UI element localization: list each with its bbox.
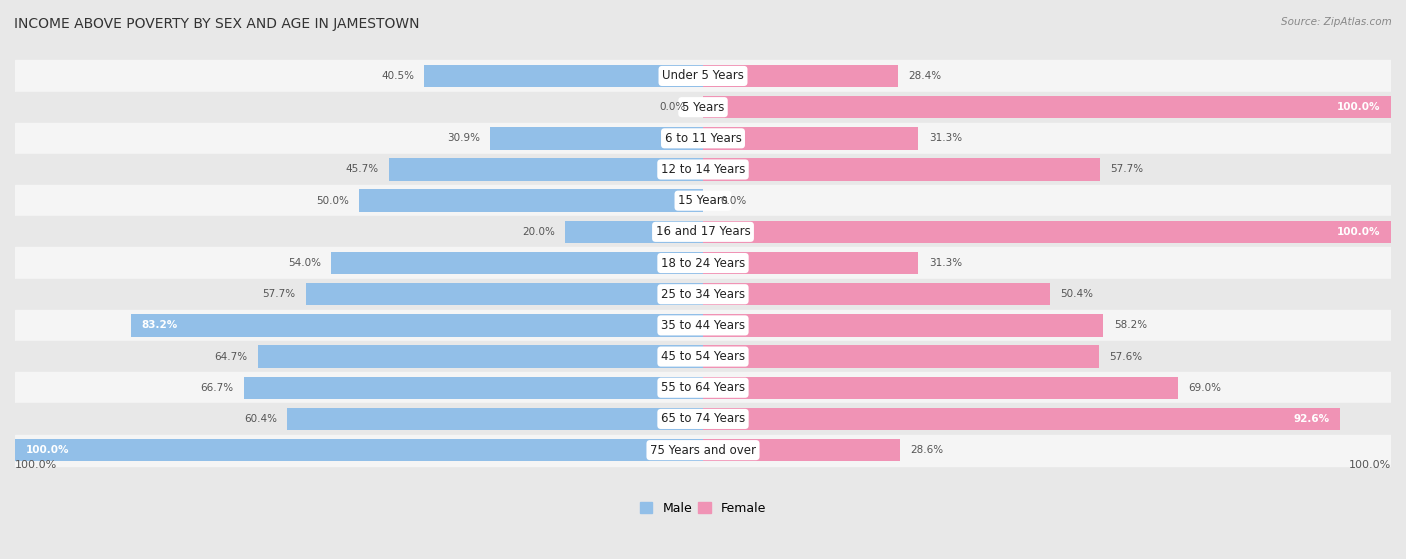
Text: 40.5%: 40.5% <box>381 71 413 81</box>
Text: 55 to 64 Years: 55 to 64 Years <box>661 381 745 394</box>
Bar <box>15 341 1391 372</box>
Bar <box>565 221 703 243</box>
Bar <box>15 60 1391 92</box>
Text: 58.2%: 58.2% <box>1114 320 1147 330</box>
Bar <box>388 158 703 181</box>
Bar <box>131 314 703 337</box>
Text: 57.7%: 57.7% <box>1111 164 1143 174</box>
Bar <box>257 345 703 368</box>
Text: 16 and 17 Years: 16 and 17 Years <box>655 225 751 238</box>
Bar <box>703 283 1050 305</box>
Text: 57.6%: 57.6% <box>1109 352 1143 362</box>
Text: 50.0%: 50.0% <box>316 196 349 206</box>
Text: 54.0%: 54.0% <box>288 258 321 268</box>
Bar <box>15 248 1391 278</box>
Bar <box>703 314 1104 337</box>
Bar <box>703 345 1099 368</box>
Bar <box>15 434 1391 466</box>
Bar <box>307 283 703 305</box>
Bar <box>703 96 1391 119</box>
Text: 15 Years: 15 Years <box>678 194 728 207</box>
Text: 92.6%: 92.6% <box>1294 414 1330 424</box>
Bar <box>15 154 1391 185</box>
Text: 31.3%: 31.3% <box>929 133 962 143</box>
Text: 100.0%: 100.0% <box>25 445 69 455</box>
Bar <box>703 439 900 461</box>
Bar <box>703 221 1391 243</box>
Text: 30.9%: 30.9% <box>447 133 479 143</box>
Bar <box>703 158 1099 181</box>
Text: 64.7%: 64.7% <box>215 352 247 362</box>
Bar <box>15 278 1391 310</box>
Text: 100.0%: 100.0% <box>1337 102 1381 112</box>
Bar <box>15 185 1391 216</box>
Bar <box>15 92 1391 123</box>
Legend: Male, Female: Male, Female <box>636 497 770 520</box>
Text: 100.0%: 100.0% <box>1337 227 1381 237</box>
Bar <box>245 377 703 399</box>
Bar <box>332 252 703 274</box>
Bar <box>703 127 918 150</box>
Text: 57.7%: 57.7% <box>263 289 295 299</box>
Text: 12 to 14 Years: 12 to 14 Years <box>661 163 745 176</box>
Text: 65 to 74 Years: 65 to 74 Years <box>661 413 745 425</box>
Text: 31.3%: 31.3% <box>929 258 962 268</box>
Bar <box>15 439 703 461</box>
Text: 60.4%: 60.4% <box>245 414 277 424</box>
Bar <box>491 127 703 150</box>
Bar <box>703 252 918 274</box>
Text: 5 Years: 5 Years <box>682 101 724 113</box>
Bar <box>15 372 1391 404</box>
Text: 45.7%: 45.7% <box>344 164 378 174</box>
Text: 50.4%: 50.4% <box>1060 289 1092 299</box>
Bar <box>703 377 1178 399</box>
Bar <box>287 408 703 430</box>
Bar <box>703 408 1340 430</box>
Bar <box>15 310 1391 341</box>
Text: 0.0%: 0.0% <box>720 196 747 206</box>
Text: Under 5 Years: Under 5 Years <box>662 69 744 83</box>
Text: 69.0%: 69.0% <box>1188 383 1220 393</box>
Text: 100.0%: 100.0% <box>15 461 58 470</box>
Bar <box>15 123 1391 154</box>
Text: 75 Years and over: 75 Years and over <box>650 444 756 457</box>
Text: 18 to 24 Years: 18 to 24 Years <box>661 257 745 269</box>
Text: 100.0%: 100.0% <box>1348 461 1391 470</box>
Text: 28.4%: 28.4% <box>908 71 942 81</box>
Text: INCOME ABOVE POVERTY BY SEX AND AGE IN JAMESTOWN: INCOME ABOVE POVERTY BY SEX AND AGE IN J… <box>14 17 419 31</box>
Text: 28.6%: 28.6% <box>910 445 943 455</box>
Text: 35 to 44 Years: 35 to 44 Years <box>661 319 745 332</box>
Text: 20.0%: 20.0% <box>522 227 555 237</box>
Text: 25 to 34 Years: 25 to 34 Years <box>661 288 745 301</box>
Text: Source: ZipAtlas.com: Source: ZipAtlas.com <box>1281 17 1392 27</box>
Bar <box>425 65 703 87</box>
Bar <box>703 65 898 87</box>
Text: 45 to 54 Years: 45 to 54 Years <box>661 350 745 363</box>
Bar <box>15 216 1391 248</box>
Bar <box>15 404 1391 434</box>
Text: 83.2%: 83.2% <box>141 320 177 330</box>
Text: 0.0%: 0.0% <box>659 102 686 112</box>
Bar <box>359 190 703 212</box>
Text: 6 to 11 Years: 6 to 11 Years <box>665 132 741 145</box>
Text: 66.7%: 66.7% <box>201 383 233 393</box>
